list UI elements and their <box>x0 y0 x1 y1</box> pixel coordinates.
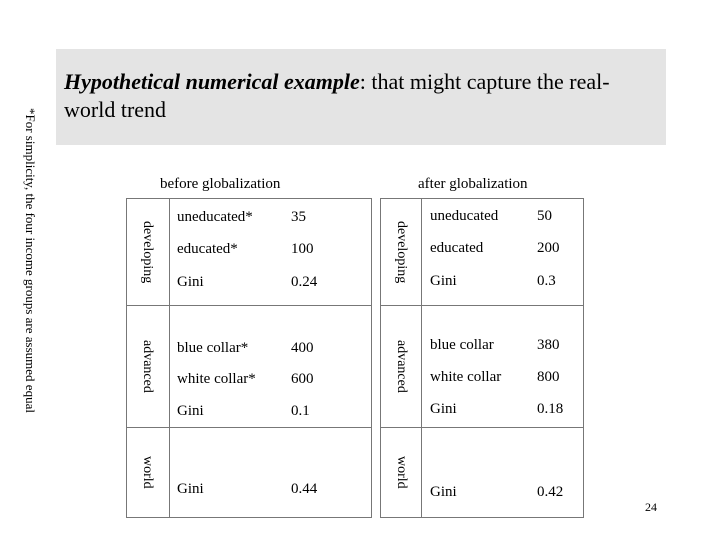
row-name: uneducated* <box>177 209 253 225</box>
divider <box>127 305 371 306</box>
panel-heading-after: after globalization <box>418 176 528 192</box>
row-name: Gini <box>430 401 457 417</box>
row-value: 0.18 <box>537 401 564 417</box>
row-value: 800 <box>537 369 560 385</box>
divider <box>381 305 583 306</box>
side-note: *For simplicity, the four income groups … <box>23 108 38 413</box>
row-name: educated <box>430 240 484 256</box>
group-label-developing: developing <box>140 220 155 284</box>
title-box: Hypothetical numerical example: that mig… <box>56 49 666 145</box>
row-name: Gini <box>430 273 457 289</box>
divider <box>381 427 583 428</box>
table-after: developing advanced world uneducated 50 … <box>380 198 584 518</box>
divider <box>127 427 371 428</box>
group-label-world: world <box>140 455 155 489</box>
row-value: 600 <box>291 371 314 387</box>
row-value: 50 <box>537 208 552 224</box>
row-name: white collar <box>430 369 502 385</box>
row-name: uneducated <box>430 208 499 224</box>
row-name: blue collar <box>430 337 494 353</box>
row-value: 100 <box>291 241 314 257</box>
row-name: educated* <box>177 241 238 257</box>
group-label-advanced: advanced <box>140 339 155 393</box>
row-value: 35 <box>291 209 306 225</box>
table-before: developing advanced world uneducated* 35… <box>126 198 372 518</box>
row-name: Gini <box>177 481 204 497</box>
panel-heading-before: before globalization <box>160 176 281 192</box>
row-value: 400 <box>291 340 314 356</box>
slide-title: Hypothetical numerical example: that mig… <box>64 68 660 124</box>
row-name: blue collar* <box>177 340 249 356</box>
row-value: 0.1 <box>291 403 310 419</box>
row-name: Gini <box>177 274 204 290</box>
slide-title-lead: Hypothetical numerical example <box>64 69 360 94</box>
row-value: 0.42 <box>537 484 564 500</box>
divider <box>169 199 170 517</box>
divider <box>421 199 422 517</box>
row-name: Gini <box>430 484 457 500</box>
row-name: Gini <box>177 403 204 419</box>
slide-title-rest: : that might capture the real-world tren… <box>64 69 610 122</box>
row-value: 200 <box>537 240 560 256</box>
group-label-world: world <box>394 455 409 489</box>
row-value: 0.24 <box>291 274 318 290</box>
row-name: white collar* <box>177 371 256 387</box>
group-label-advanced: advanced <box>394 339 409 393</box>
row-value: 380 <box>537 337 560 353</box>
group-label-developing: developing <box>394 220 409 284</box>
row-value: 0.3 <box>537 273 556 289</box>
page-number: 24 <box>645 500 657 514</box>
row-value: 0.44 <box>291 481 318 497</box>
